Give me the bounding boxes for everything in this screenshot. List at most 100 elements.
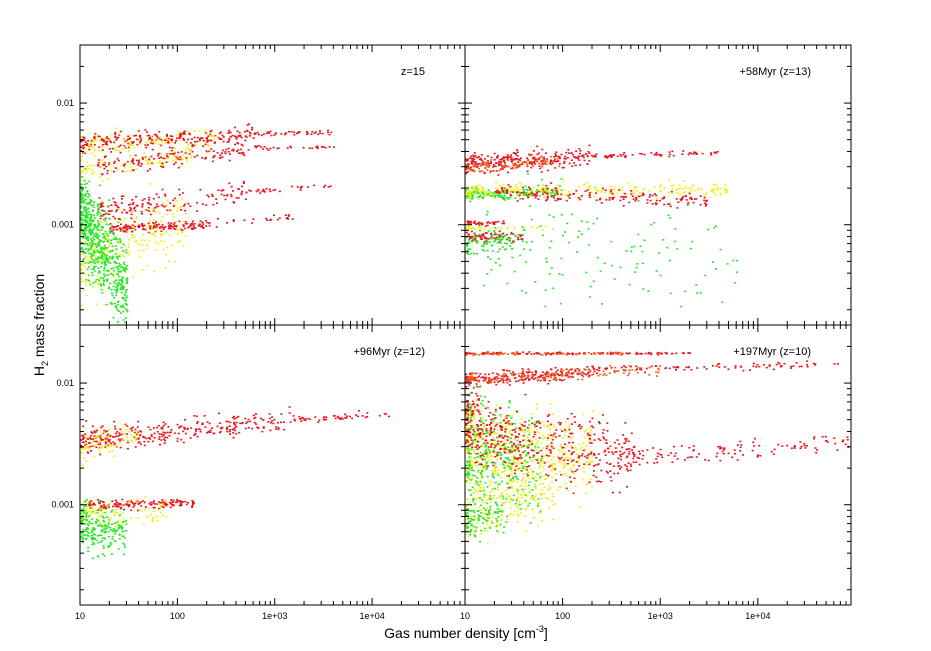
data-point: [482, 160, 484, 163]
data-point: [498, 248, 501, 250]
data-point: [299, 418, 302, 420]
data-point: [530, 240, 533, 243]
data-point: [122, 518, 125, 521]
data-point: [117, 225, 120, 227]
data-point: [657, 351, 660, 354]
data-point: [101, 292, 104, 294]
data-point: [470, 377, 472, 379]
data-point: [236, 130, 239, 132]
data-point: [80, 439, 83, 441]
data-point: [125, 280, 128, 282]
data-point: [487, 191, 490, 193]
data-point: [681, 188, 684, 190]
data-point: [715, 189, 718, 191]
data-point: [227, 140, 230, 143]
data-point: [587, 371, 590, 374]
data-point: [117, 159, 120, 162]
data-point: [162, 424, 165, 427]
data-point: [125, 304, 128, 306]
data-point: [162, 157, 165, 160]
data-point: [484, 373, 487, 376]
data-point: [259, 192, 262, 194]
data-point: [111, 272, 114, 274]
panel-bottom-right: +197Myr (z=10)10 100 1e+03 1e+04: [460, 324, 852, 621]
data-point: [184, 221, 187, 223]
data-point: [513, 270, 516, 273]
data-point: [541, 159, 544, 162]
data-point: [248, 135, 251, 137]
data-point: [119, 514, 121, 516]
point-cloud-red: [494, 182, 708, 209]
data-point: [573, 156, 575, 158]
data-point: [208, 224, 211, 227]
data-point: [476, 187, 479, 189]
data-point: [95, 522, 98, 525]
data-point: [117, 504, 120, 506]
data-point: [655, 199, 658, 202]
data-point: [110, 511, 113, 513]
data-point: [95, 436, 98, 438]
data-point: [100, 257, 103, 260]
data-point: [466, 245, 469, 248]
data-point: [465, 198, 468, 200]
data-point: [101, 516, 104, 518]
data-point: [112, 443, 115, 446]
data-point: [85, 515, 87, 518]
data-point: [126, 281, 129, 283]
data-point: [142, 225, 145, 228]
data-point: [93, 445, 96, 447]
data-point: [472, 190, 475, 193]
data-point: [237, 134, 240, 137]
data-point: [512, 240, 515, 242]
data-point: [82, 513, 85, 515]
data-point: [182, 245, 185, 247]
data-point: [228, 182, 231, 185]
data-point: [151, 141, 154, 143]
data-point: [521, 198, 524, 200]
data-point: [119, 279, 121, 281]
data-point: [169, 227, 172, 230]
data-point: [91, 271, 94, 274]
data-point: [136, 426, 139, 428]
data-point: [167, 224, 170, 227]
data-point: [163, 206, 166, 208]
data-point: [571, 213, 573, 216]
data-point: [103, 429, 106, 432]
data-point: [98, 435, 101, 437]
data-point: [119, 305, 122, 307]
data-point: [489, 258, 492, 260]
data-point: [519, 234, 522, 236]
data-point: [175, 501, 178, 504]
data-point: [487, 193, 490, 195]
data-point: [119, 439, 122, 442]
data-point: [193, 222, 196, 225]
data-point: [172, 501, 175, 504]
data-point: [534, 163, 537, 165]
data-point: [529, 249, 532, 251]
data-point: [98, 231, 101, 233]
data-point: [92, 141, 95, 143]
data-point: [120, 270, 123, 272]
data-point: [154, 241, 157, 243]
data-point: [161, 503, 164, 506]
data-point: [527, 368, 530, 370]
data-point: [120, 433, 123, 436]
data-point: [502, 157, 505, 160]
data-point: [83, 436, 86, 439]
data-point: [651, 194, 654, 197]
data-point: [142, 224, 145, 227]
data-point: [152, 210, 155, 212]
data-point: [149, 136, 151, 139]
data-point: [630, 365, 633, 368]
data-point: [98, 135, 101, 138]
data-point: [659, 274, 662, 277]
data-point: [522, 351, 524, 353]
data-point: [568, 369, 571, 371]
data-point: [366, 415, 369, 418]
data-point: [84, 517, 87, 520]
data-point: [107, 274, 110, 276]
data-point: [655, 202, 658, 205]
data-point: [162, 421, 165, 424]
data-point: [269, 130, 272, 133]
data-point: [672, 154, 675, 157]
